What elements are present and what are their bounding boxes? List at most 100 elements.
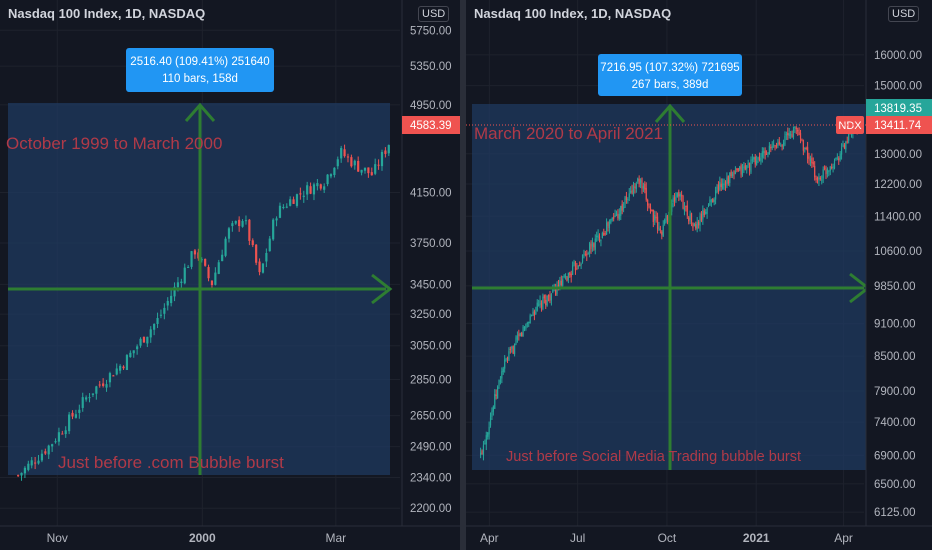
candle-body [570, 273, 572, 277]
candle-body [724, 181, 727, 187]
candle-body [642, 186, 645, 189]
candle-body [573, 262, 575, 265]
candle-body [608, 221, 611, 229]
candle-body [513, 343, 516, 355]
candle-body [678, 191, 680, 197]
chart-panel-right[interactable]: 7216.95 (107.32%) 721695 267 bars, 389d Ma… [466, 0, 932, 550]
candle-body [504, 359, 506, 369]
candle-body [538, 304, 540, 306]
candle-body [761, 151, 763, 158]
candle-body [374, 164, 377, 174]
candle-body [526, 322, 528, 324]
candle-body [773, 144, 775, 146]
currency-button[interactable]: USD [418, 6, 450, 22]
candle-body [353, 160, 356, 166]
candle-body [798, 131, 800, 136]
candle-body [748, 163, 751, 171]
chart-panel-left[interactable]: 2516.40 (109.41%) 251640 110 bars, 158d Oc… [0, 0, 460, 550]
candle-body [576, 268, 578, 270]
last-price-label: 13819.35 [874, 103, 922, 115]
candle-body [593, 243, 595, 248]
candle-body [278, 205, 282, 218]
x-tick-label: 2021 [743, 531, 770, 545]
candle-body [95, 386, 98, 394]
candle-body [336, 159, 339, 167]
currency-button[interactable]: USD [888, 6, 920, 22]
candle-body [492, 406, 494, 412]
candle-body [741, 166, 744, 176]
candle-body [552, 286, 554, 293]
x-tick-label: Mar [326, 531, 347, 545]
candle-body [23, 467, 27, 474]
candle-body [743, 166, 745, 168]
x-tick-label: Nov [47, 531, 68, 545]
candle-body [605, 222, 608, 235]
candle-body [597, 234, 599, 239]
candle-body [659, 228, 661, 231]
candle-body [596, 236, 598, 238]
candle-body [515, 337, 517, 344]
candle-body [614, 215, 616, 218]
candle-body [268, 238, 271, 252]
time-axis-bg [466, 526, 932, 550]
candle-body [617, 213, 619, 218]
chart-left-svg: 2516.40 (109.41%) 251640 110 bars, 158d Oc… [0, 0, 460, 550]
candle-body [139, 338, 142, 346]
candle-body [589, 243, 591, 253]
candle-body [719, 181, 721, 190]
candles [480, 117, 858, 461]
candle-body [848, 133, 850, 141]
candle-body [648, 206, 650, 208]
arrows [472, 103, 871, 470]
candle-body [771, 146, 773, 148]
time-axis: Nov 2000 Mar [0, 525, 460, 550]
candle-body [485, 435, 487, 445]
candle-body [627, 198, 629, 200]
candle-body [68, 414, 71, 432]
candle-body [380, 151, 384, 167]
candle-body [770, 147, 772, 149]
candle-body [234, 220, 237, 224]
candle-body [511, 347, 513, 349]
candle-body [275, 218, 278, 221]
candle-body [716, 186, 718, 190]
time-axis: Apr Jul Oct 2021 Apr [466, 525, 932, 550]
candle-body [370, 172, 373, 176]
candle-body [523, 326, 526, 328]
candle-body [765, 153, 768, 155]
candle-body [516, 335, 519, 340]
candle-body [832, 166, 834, 169]
candle-body [746, 165, 748, 170]
y-tick-label: 6125.00 [874, 507, 916, 519]
candle-body [119, 365, 122, 371]
candle-body [136, 346, 139, 350]
candle-body [683, 207, 686, 211]
candle-body [652, 209, 654, 222]
candle-body [710, 200, 712, 202]
candle-body [822, 169, 824, 179]
candle-body [559, 280, 561, 289]
candle-body [754, 156, 756, 165]
candle-body [647, 199, 649, 206]
panel-divider[interactable] [460, 0, 466, 550]
candle-body [693, 223, 695, 227]
candle-body [64, 430, 67, 435]
ndx-price-badge [866, 116, 932, 134]
candle-body [764, 150, 766, 156]
candle-body [546, 295, 548, 306]
candle-body [703, 210, 705, 216]
y-tick-label: 11400.00 [874, 211, 921, 223]
candle-body [658, 227, 660, 231]
y-tick-label: 2490.00 [410, 442, 452, 454]
candle-body [577, 266, 579, 268]
candle-body [61, 433, 64, 435]
candle-body [567, 272, 569, 280]
candle-body [700, 213, 703, 221]
candle-body [536, 302, 538, 311]
candle-body [509, 349, 511, 351]
candle-body [550, 294, 552, 301]
measure-label-line1: 2516.40 (109.41%) 251640 [130, 56, 269, 68]
candle-body [153, 323, 156, 330]
candle-body [360, 169, 363, 173]
candle-body [57, 432, 61, 442]
